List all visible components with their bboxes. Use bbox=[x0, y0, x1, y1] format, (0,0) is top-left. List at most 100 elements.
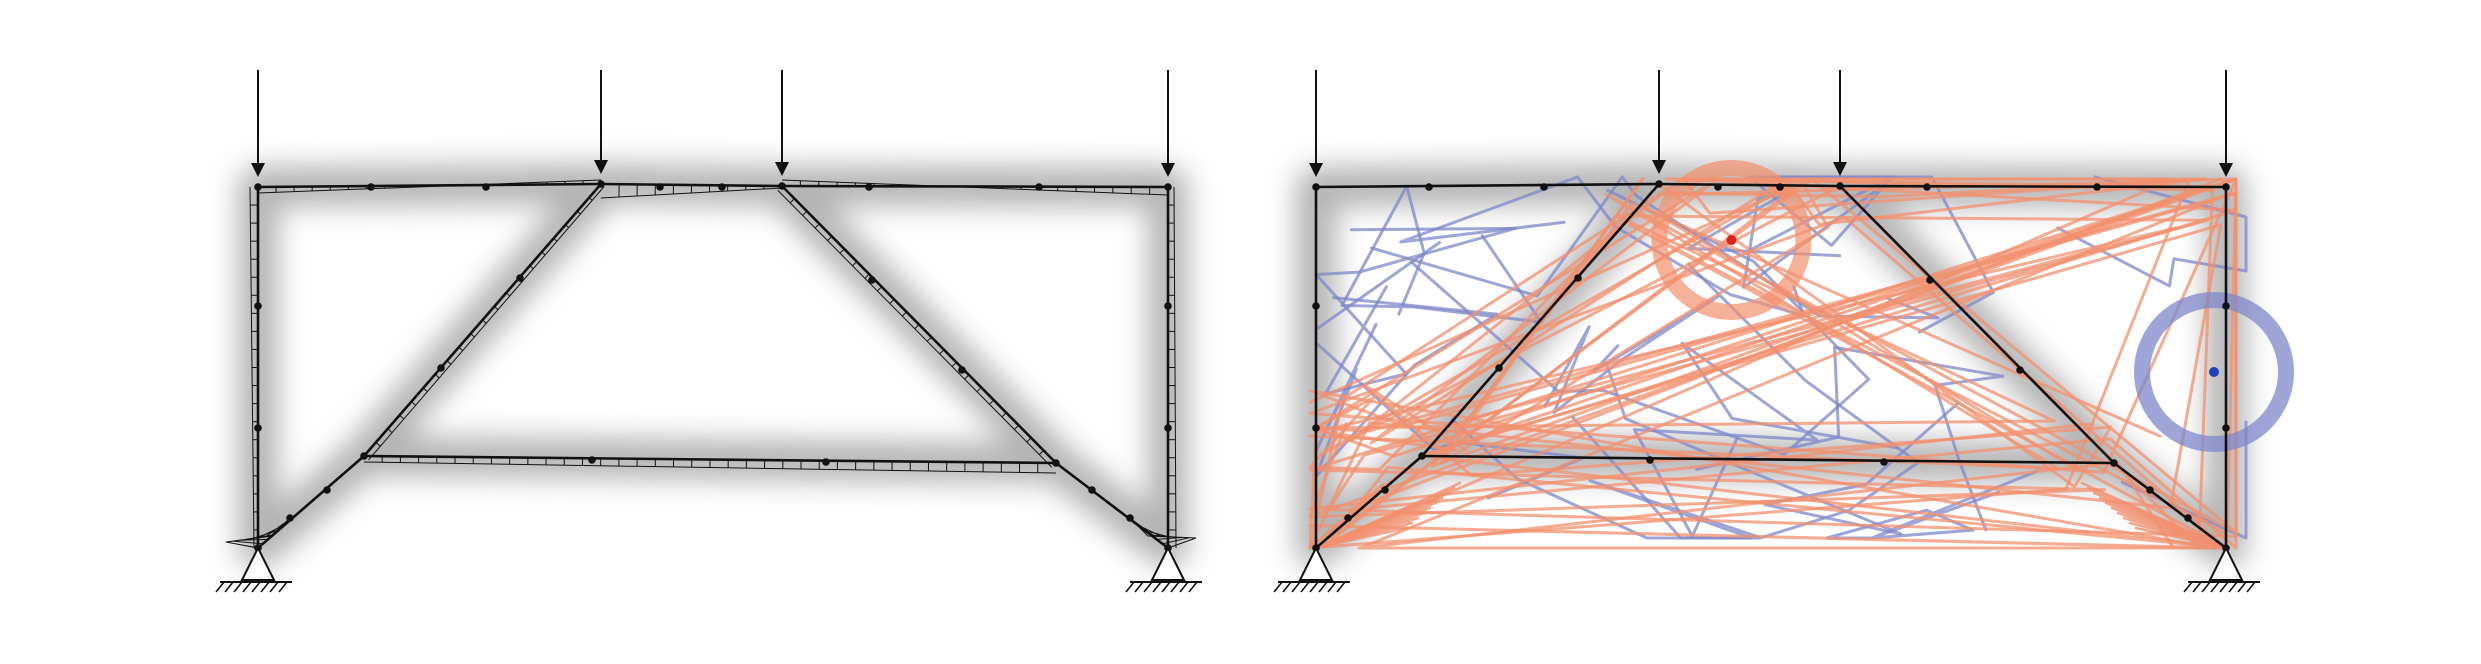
moment-hatch bbox=[411, 401, 416, 406]
moment-hatch bbox=[1038, 450, 1044, 455]
moment-diagram bbox=[225, 179, 1197, 549]
node-dot bbox=[865, 183, 873, 191]
moment-hatch bbox=[399, 414, 405, 420]
moment-hatch bbox=[434, 374, 440, 379]
load-arrowhead bbox=[2219, 163, 2233, 177]
red-path bbox=[1308, 177, 2238, 550]
node-dot bbox=[2016, 366, 2024, 374]
node-dot bbox=[1880, 458, 1888, 466]
ground-hatch bbox=[1282, 581, 1292, 593]
moment-outline bbox=[258, 179, 601, 194]
ground-hatch bbox=[251, 581, 261, 593]
ground-hatch bbox=[1300, 581, 1310, 593]
ground-hatch bbox=[2210, 581, 2220, 593]
frame-member bbox=[1421, 454, 2115, 465]
red-fan-line bbox=[1314, 481, 1462, 550]
node-dot bbox=[718, 183, 726, 191]
node-dot bbox=[1164, 183, 1172, 191]
frame-member bbox=[2113, 461, 2227, 550]
node-dot bbox=[1655, 180, 1663, 188]
moment-hatch bbox=[505, 292, 511, 297]
moment-hatch bbox=[232, 540, 263, 545]
ground-hatch bbox=[2246, 581, 2256, 593]
moment-hatch bbox=[1135, 521, 1156, 537]
right-panel bbox=[1273, 70, 2294, 593]
ground-hatch bbox=[224, 581, 234, 593]
moment-hatch bbox=[839, 248, 845, 254]
ground-hatch bbox=[1134, 581, 1144, 593]
frame-member bbox=[1315, 455, 1423, 549]
moment-hatch bbox=[387, 428, 393, 433]
moment-hatch bbox=[901, 311, 907, 317]
moment-hatch bbox=[1162, 537, 1190, 545]
load-arrowhead bbox=[1833, 162, 1847, 176]
search-paths bbox=[1308, 160, 2294, 550]
moment-hatch bbox=[964, 374, 970, 380]
ground-hatch bbox=[1161, 581, 1171, 593]
moment-hatch bbox=[258, 526, 282, 539]
node-dot bbox=[778, 182, 786, 190]
moment-hatch bbox=[458, 346, 464, 351]
load-arrowhead bbox=[251, 163, 265, 177]
ground-hatch bbox=[260, 581, 270, 593]
node-dot bbox=[2110, 459, 2118, 467]
frame-member bbox=[1421, 183, 1660, 457]
node-dot bbox=[323, 486, 331, 494]
ground-hatch bbox=[2237, 581, 2247, 593]
red-point bbox=[1726, 235, 1737, 245]
node-dot bbox=[1926, 276, 1934, 284]
moment-hatch bbox=[239, 538, 268, 541]
node-dot bbox=[1088, 486, 1096, 494]
blue-highlight-circle bbox=[2134, 292, 2294, 452]
moment-hatch bbox=[576, 210, 581, 215]
load-arrowhead bbox=[1652, 160, 1666, 174]
node-dot bbox=[588, 456, 596, 464]
moment-hatch bbox=[494, 306, 499, 310]
node-dot bbox=[1540, 183, 1548, 191]
moment-hatch bbox=[877, 286, 882, 292]
left-panel bbox=[215, 70, 1202, 593]
moment-hatch bbox=[976, 387, 982, 393]
pin-support bbox=[240, 545, 276, 581]
ground-hatch bbox=[2192, 581, 2202, 593]
node-dot bbox=[1126, 514, 1134, 522]
moment-hatch bbox=[802, 210, 808, 216]
ground-hatch bbox=[1327, 581, 1337, 593]
blue-point bbox=[2209, 367, 2219, 377]
ground-hatch bbox=[1273, 581, 1283, 593]
shadow-layer bbox=[238, 164, 1188, 568]
node-dot bbox=[1923, 183, 1931, 191]
moment-hatch bbox=[864, 273, 870, 279]
moment-hatch bbox=[470, 333, 475, 338]
load-arrowhead bbox=[1309, 163, 1323, 177]
moment-hatch bbox=[1001, 412, 1007, 418]
moment-hatch bbox=[789, 198, 795, 204]
node-dot bbox=[1164, 424, 1172, 432]
red-path bbox=[1308, 223, 2223, 550]
node-dot bbox=[1344, 514, 1352, 522]
frame-member bbox=[781, 184, 1169, 189]
node-dot bbox=[254, 183, 262, 191]
node-dot bbox=[958, 366, 966, 374]
node-dot bbox=[2093, 183, 2101, 191]
node-dot bbox=[437, 364, 445, 372]
blue-path bbox=[2056, 175, 2248, 288]
ground-hatch bbox=[269, 581, 279, 593]
node-dot bbox=[516, 274, 524, 282]
moment-hatch bbox=[1157, 536, 1183, 540]
ground-hatch bbox=[1170, 581, 1180, 593]
node-dot bbox=[1714, 183, 1722, 191]
ground-hatch bbox=[1179, 581, 1189, 593]
node-dot bbox=[656, 183, 664, 191]
ground-hatch bbox=[2201, 581, 2211, 593]
ground-hatch bbox=[2228, 581, 2238, 593]
node-dot bbox=[1646, 456, 1654, 464]
ground-hatch bbox=[233, 581, 243, 593]
node-dot bbox=[2222, 183, 2230, 191]
ground-hatch bbox=[215, 581, 225, 593]
moment-hatch bbox=[1026, 437, 1032, 443]
frame-member bbox=[1839, 184, 2227, 189]
moment-hatch bbox=[245, 534, 272, 540]
moment-hatch bbox=[914, 324, 920, 330]
moment-hatch bbox=[1140, 526, 1162, 538]
